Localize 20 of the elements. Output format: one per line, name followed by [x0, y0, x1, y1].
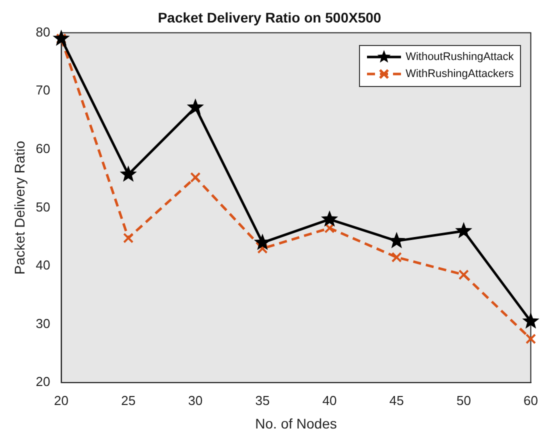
legend-label: WithRushingAttackers [406, 68, 514, 80]
x-tick-label: 50 [456, 392, 471, 408]
x-tick-label: 25 [121, 392, 136, 408]
y-tick-label: 80 [36, 24, 50, 40]
y-tick-label: 50 [36, 199, 50, 214]
x-tick-label: 30 [188, 392, 203, 408]
x-tick-label: 20 [54, 392, 68, 408]
y-tick-label: 60 [36, 140, 50, 156]
x-tick-label: 35 [255, 392, 270, 408]
legend-label: WithoutRushingAttack [406, 51, 514, 64]
x-axis-title: No. of Nodes [255, 415, 337, 432]
y-axis-title: Packet Delivery Ratio [11, 140, 28, 275]
x-tick-label: 60 [524, 392, 538, 408]
chart-title: Packet Delivery Ratio on 500X500 [158, 9, 382, 26]
y-tick-label: 20 [36, 374, 50, 390]
y-tick-label: 40 [36, 258, 50, 273]
x-tick-label: 40 [322, 392, 337, 408]
x-tick-label: 45 [389, 392, 404, 408]
y-tick-label: 70 [36, 82, 50, 98]
y-tick-label: 30 [36, 316, 50, 331]
